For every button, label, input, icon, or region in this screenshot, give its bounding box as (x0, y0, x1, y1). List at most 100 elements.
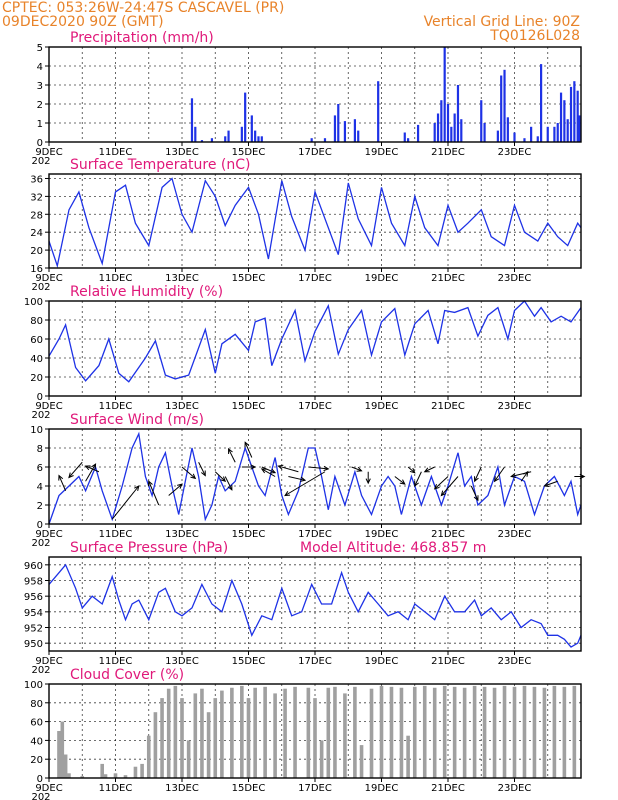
precip-bar (416, 124, 420, 142)
x-tick-label: 9DEC (35, 656, 62, 667)
wind-vector (284, 471, 326, 496)
x-tick-label: 23DEC (498, 147, 532, 158)
y-tick-label: 100 (24, 297, 43, 308)
precip-bar (244, 92, 247, 142)
wind-vector (414, 471, 422, 487)
panel-title: Relative Humidity (%) (70, 284, 223, 300)
wind-vector (148, 481, 160, 506)
y-tick-label: 80 (30, 699, 43, 710)
cloud-bar (133, 766, 138, 778)
y-tick-label: 40 (30, 736, 43, 747)
precip-bar (190, 98, 194, 142)
precip-bar (436, 113, 440, 142)
x-tick-label: 19DEC (365, 401, 399, 412)
cloud-bar (140, 763, 144, 778)
panel-4: 950 952 954 956 958 960 9DEC 11DEC 13DEC 15DEC 17D… (24, 540, 582, 676)
cloud-bar (472, 685, 477, 778)
wind-vector (85, 465, 100, 473)
precip-bar (440, 100, 443, 142)
precip-bar (337, 104, 340, 142)
x-tick-label: 23DEC (498, 401, 532, 412)
cloud-bar (80, 776, 85, 778)
wind-vector (424, 466, 435, 473)
wind-vector-head (91, 463, 97, 470)
wind-vector (474, 466, 482, 482)
cloud-bar (246, 698, 251, 778)
wind-vector (288, 476, 306, 481)
series-line (48, 563, 582, 648)
wind-vector (520, 471, 529, 482)
cloud-bar (100, 763, 104, 778)
panel-annotation: Model Altitude: 468.857 m (300, 540, 486, 556)
y-tick-label: 16 (30, 264, 43, 275)
precip-bar (323, 138, 327, 142)
precip-bar (210, 138, 214, 142)
cloud-bar (113, 773, 118, 778)
cloud-bar (359, 745, 364, 778)
y-tick-label: 6 (37, 463, 43, 474)
wind-vector-head (474, 476, 479, 483)
wind-vector (407, 466, 416, 474)
x-tick-label: 11DEC (99, 783, 133, 794)
precip-bar (250, 115, 253, 142)
y-tick-label: 0 (37, 392, 43, 403)
panel-title: Surface Wind (m/s) (70, 412, 204, 428)
series-line (48, 431, 582, 525)
precip-bar (333, 115, 337, 142)
x-tick-label: 15DEC (232, 401, 266, 412)
x-tick-label: 15DEC (232, 656, 266, 667)
y-tick-label: 0 (37, 774, 43, 785)
x-tick-label: 19DEC (365, 656, 399, 667)
wind-vector-head (356, 466, 363, 472)
y-tick-label: 10 (30, 425, 43, 436)
x-tick-label: 9DEC (35, 147, 62, 158)
wind-vector-head (473, 495, 479, 502)
precip-bar (403, 132, 406, 142)
cloud-bar (562, 686, 567, 778)
cloud-bar (173, 685, 178, 778)
precip-bar (357, 130, 360, 142)
cloud-bar (67, 773, 71, 778)
x-tick-label: 11DEC (99, 656, 133, 667)
panel-5: 0 20 40 60 80 100 9DEC 11DEC 13DEC 15DEC 17DEC 19DE… (24, 667, 582, 800)
x-tick-label: 11DEC (99, 529, 133, 540)
x-tick-label: 15DEC (232, 273, 266, 284)
wind-vector-head (365, 478, 371, 485)
wind-vector (434, 476, 449, 490)
x-tick-label: 15DEC (232, 783, 266, 794)
cloud-bar (343, 693, 347, 778)
y-tick-label: 0 (37, 520, 43, 531)
precip-bar (496, 130, 499, 142)
y-tick-label: 0 (37, 138, 43, 149)
precip-bar (500, 75, 503, 142)
precip-bar (553, 126, 556, 142)
panel-0: 0 1 2 3 4 5 9DEC 11DEC 13DEC 15DEC 17DEC 19DEC 21DEC… (31, 30, 582, 167)
wind-vector-head (134, 485, 140, 491)
cloud-bar (263, 686, 267, 778)
cloud-bar (200, 688, 204, 778)
wind-vector-head (277, 464, 284, 470)
cloud-bar (319, 740, 324, 778)
precip-bar (536, 136, 539, 142)
y-tick-label: 3 (37, 81, 43, 92)
x-tick-label: 19DEC (365, 783, 399, 794)
y-tick-label: 8 (37, 444, 43, 455)
wind-vector-head (147, 480, 153, 487)
x-year-stub: 202 (31, 410, 50, 421)
cloud-bar (333, 686, 337, 778)
wind-vector-head (543, 482, 550, 488)
cloud-bar (512, 686, 517, 778)
cloud-bar (452, 686, 457, 778)
y-tick-label: 2 (37, 501, 43, 512)
y-tick-label: 20 (30, 246, 43, 257)
cloud-bar (230, 687, 234, 778)
wind-vector-head (323, 465, 330, 472)
wind-vector-head (423, 467, 430, 473)
panel-title: Precipitation (mm/h) (70, 30, 214, 46)
x-tick-label: 17DEC (298, 147, 332, 158)
wind-vector-head (190, 473, 197, 480)
y-tick-label: 960 (24, 561, 43, 572)
cloud-bar (572, 685, 577, 778)
y-tick-label: 60 (30, 718, 43, 729)
wind-vector (278, 465, 299, 473)
